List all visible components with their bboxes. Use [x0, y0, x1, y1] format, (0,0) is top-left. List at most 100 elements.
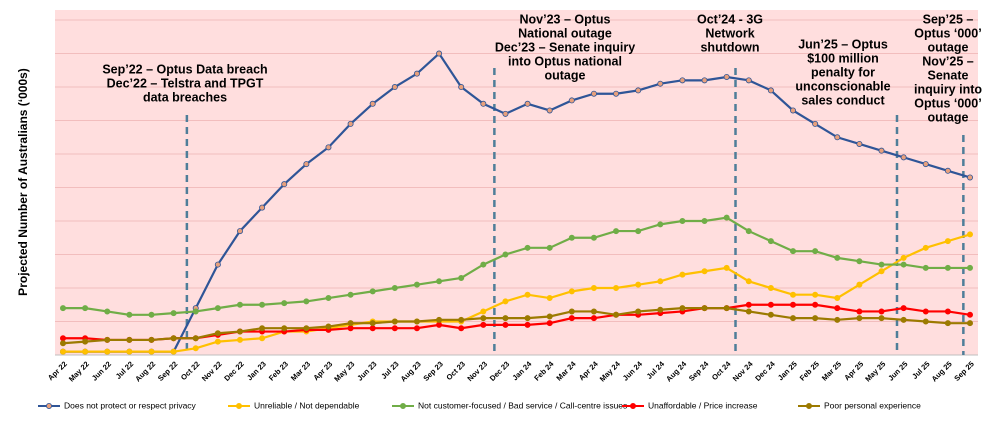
- data-point: [259, 325, 266, 332]
- data-point: [967, 174, 974, 181]
- data-point: [701, 77, 708, 84]
- data-point: [347, 325, 354, 332]
- data-point: [679, 305, 686, 312]
- x-tick-label: May 22: [67, 359, 91, 383]
- data-point: [635, 308, 642, 315]
- data-point: [170, 310, 177, 317]
- data-point: [834, 295, 841, 302]
- data-point: [480, 321, 487, 328]
- data-point: [104, 308, 111, 315]
- x-tick-label: Jul 22: [114, 359, 135, 380]
- legend-label: Not customer-focused / Bad service / Cal…: [418, 400, 627, 410]
- data-point: [922, 308, 929, 315]
- x-tick-label: Sep 22: [156, 359, 179, 382]
- data-point: [767, 87, 774, 94]
- data-point: [745, 228, 752, 235]
- legend-marker: [235, 402, 242, 409]
- data-point: [524, 315, 531, 322]
- data-point: [944, 238, 951, 245]
- data-point: [767, 301, 774, 308]
- data-point: [856, 308, 863, 315]
- data-point: [590, 315, 597, 322]
- data-point: [82, 348, 89, 355]
- data-point: [60, 348, 67, 355]
- data-point: [303, 161, 310, 168]
- data-point: [126, 348, 133, 355]
- annotation: into Optus national: [508, 54, 622, 68]
- data-point: [922, 318, 929, 325]
- data-point: [126, 336, 133, 343]
- data-point: [878, 261, 885, 268]
- data-point: [723, 73, 730, 80]
- x-tick-label: Aug 24: [664, 359, 689, 384]
- data-point: [502, 251, 509, 258]
- data-point: [967, 231, 974, 238]
- data-point: [369, 320, 376, 327]
- data-point: [568, 308, 575, 315]
- legend-marker: [806, 402, 813, 409]
- legend-marker: [630, 402, 637, 409]
- data-point: [391, 84, 398, 91]
- x-tick-label: Mar 25: [820, 359, 843, 382]
- data-point: [413, 318, 420, 325]
- x-tick-label: May 24: [598, 359, 623, 384]
- x-tick-label: Apr 24: [577, 359, 600, 382]
- data-point: [236, 336, 243, 343]
- annotation: inquiry into: [914, 82, 982, 96]
- data-point: [590, 90, 597, 97]
- data-point: [347, 320, 354, 327]
- data-point: [104, 348, 111, 355]
- data-point: [900, 316, 907, 323]
- data-point: [812, 120, 819, 127]
- data-point: [170, 335, 177, 342]
- data-point: [812, 315, 819, 322]
- data-point: [82, 338, 89, 345]
- x-tick-label: Aug 23: [399, 359, 423, 383]
- data-point: [613, 311, 620, 318]
- data-point: [60, 305, 67, 312]
- data-point: [790, 107, 797, 114]
- data-point: [657, 221, 664, 228]
- data-point: [347, 120, 354, 127]
- x-tick-label: Mar 24: [554, 359, 578, 383]
- x-tick-label: Sep 24: [687, 359, 711, 383]
- data-point: [60, 335, 67, 342]
- data-point: [922, 161, 929, 168]
- data-point: [590, 308, 597, 315]
- data-point: [192, 335, 199, 342]
- data-point: [967, 264, 974, 271]
- data-point: [413, 281, 420, 288]
- legend-label: Unreliable / Not dependable: [254, 400, 360, 410]
- legend-label: Poor personal experience: [824, 400, 921, 410]
- data-point: [214, 261, 221, 268]
- data-point: [878, 308, 885, 315]
- data-point: [303, 325, 310, 332]
- data-point: [480, 261, 487, 268]
- annotation: Oct’24 - 3G: [697, 12, 763, 26]
- data-point: [214, 305, 221, 312]
- annotation: Sep’22 – Optus Data breach: [102, 62, 267, 76]
- x-tick-label: Jun 25: [886, 359, 909, 382]
- data-point: [236, 228, 243, 235]
- data-point: [325, 295, 332, 302]
- annotation: Jun’25 – Optus: [798, 37, 888, 51]
- annotation: Dec’23 – Senate inquiry: [495, 40, 635, 54]
- data-point: [767, 311, 774, 318]
- data-point: [790, 248, 797, 255]
- data-point: [281, 325, 288, 332]
- data-point: [480, 100, 487, 107]
- data-point: [458, 274, 465, 281]
- x-tick-label: Oct 23: [444, 359, 467, 382]
- data-point: [369, 288, 376, 295]
- x-tick-label: Oct 22: [179, 359, 202, 382]
- annotation: Optus ‘000’: [914, 96, 981, 110]
- data-point: [546, 320, 553, 327]
- data-point: [436, 316, 443, 323]
- data-point: [546, 107, 553, 114]
- data-point: [104, 336, 111, 343]
- data-point: [679, 218, 686, 225]
- data-point: [590, 234, 597, 241]
- x-tick-label: Dec 23: [488, 359, 511, 382]
- annotation: Nov’25 –: [922, 54, 973, 68]
- annotation: Dec’22 – Telstra and TPGT: [107, 76, 264, 90]
